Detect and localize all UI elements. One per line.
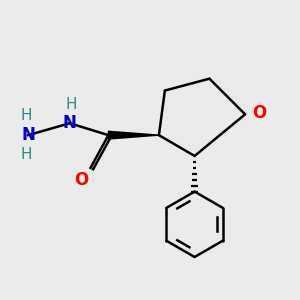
Text: H: H [20,147,32,162]
Text: N: N [63,114,77,132]
Text: H: H [20,108,32,123]
Polygon shape [108,131,159,139]
Text: O: O [74,171,89,189]
Text: N: N [21,126,35,144]
Text: H: H [65,97,77,112]
Text: O: O [253,104,267,122]
